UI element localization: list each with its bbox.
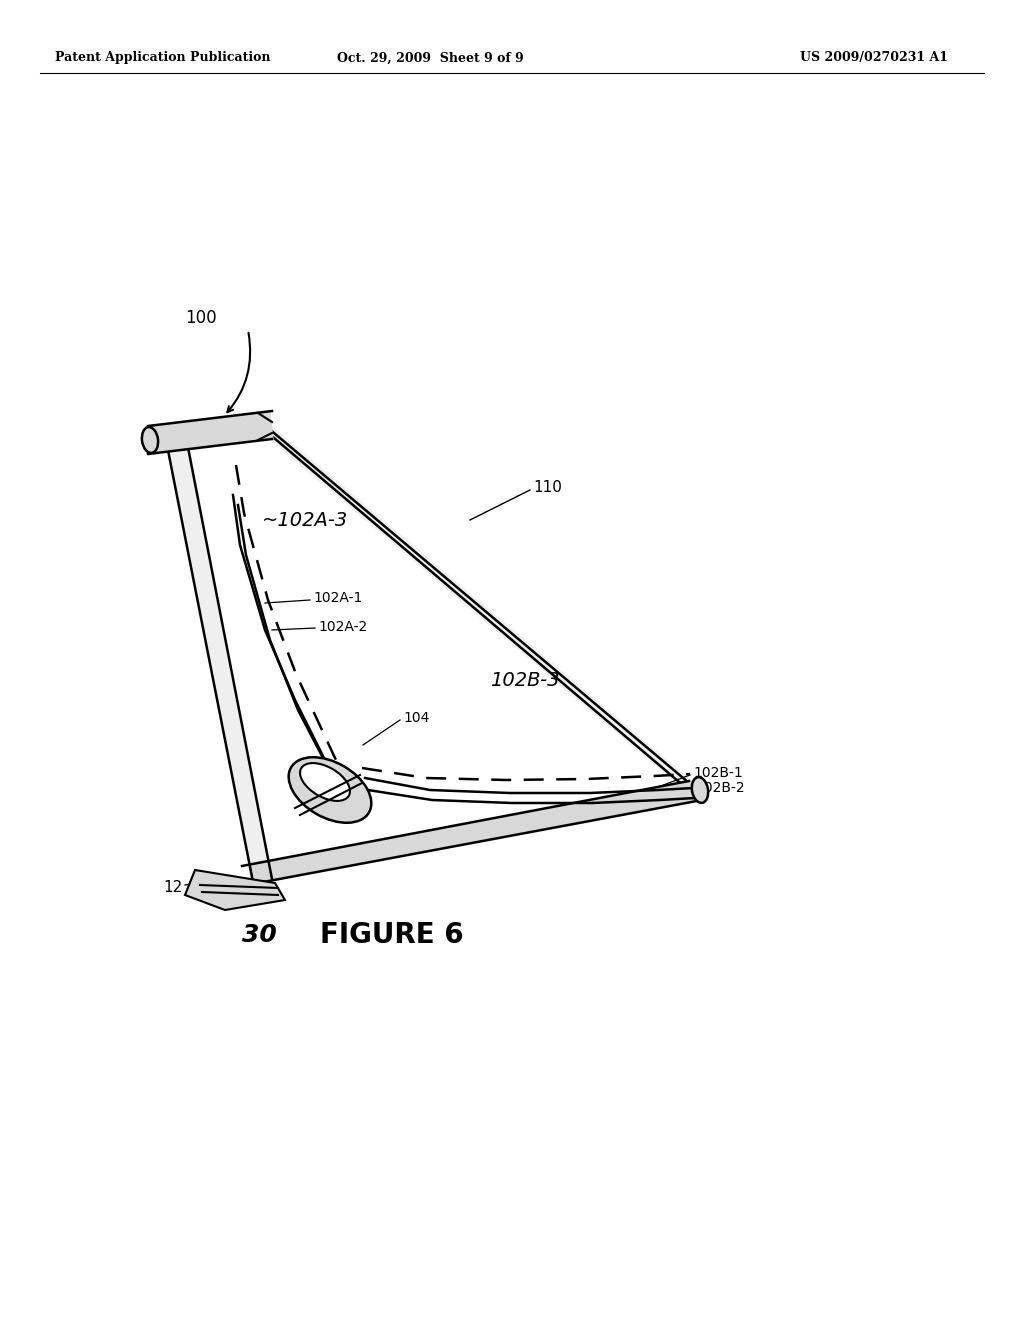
Polygon shape [185,870,285,909]
Polygon shape [248,780,697,884]
Ellipse shape [692,777,709,803]
Ellipse shape [300,763,350,801]
Ellipse shape [142,428,158,453]
Polygon shape [165,432,271,882]
Ellipse shape [289,758,372,822]
Text: 110: 110 [534,479,562,495]
Text: 12: 12 [163,879,182,895]
Text: ~102A-3: ~102A-3 [262,511,348,529]
Text: Oct. 29, 2009  Sheet 9 of 9: Oct. 29, 2009 Sheet 9 of 9 [337,51,523,65]
Polygon shape [146,411,273,454]
Text: 100: 100 [185,309,217,327]
Text: 102B-2: 102B-2 [695,781,744,795]
Text: 102A-1: 102A-1 [313,591,362,605]
Text: 102B-3: 102B-3 [490,671,559,689]
Text: 104: 104 [403,711,429,725]
Text: FIGURE 6: FIGURE 6 [319,921,464,949]
Text: Patent Application Publication: Patent Application Publication [55,51,270,65]
Text: 102A-2: 102A-2 [318,620,368,634]
Polygon shape [259,421,699,796]
Text: US 2009/0270231 A1: US 2009/0270231 A1 [800,51,948,65]
Text: 30: 30 [242,923,276,946]
Text: 102B-1: 102B-1 [693,766,742,780]
